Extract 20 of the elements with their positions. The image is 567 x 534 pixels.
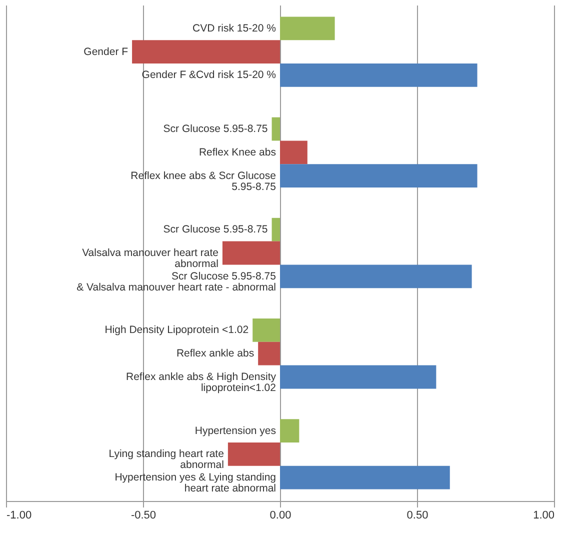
y-tick-label: Hypertension yes [194,424,276,437]
y-tick-label: High Density Lipoprotein <1.02 [104,324,249,336]
y-tick-label: Reflex ankle abs [176,348,254,360]
y-tick-label: Scr Glucose 5.95-8.75 & Valsalva manouver heart rate - abnormal [76,270,276,294]
y-tick-label: Gender F [84,46,128,58]
x-tick-label: -1.00 [6,510,32,522]
y-tick-label: Scr Glucose 5.95-8.75 [163,224,268,236]
y-tick-label: Lying standing heart rate abnormal [108,448,224,472]
x-tick-label: -0.50 [130,510,156,522]
y-tick-label: Reflex ankle abs & High Density lipoprotein<1.02 [126,371,277,394]
y-tick-label: Valsalva manouver heart rate abnormal [82,247,219,270]
y-tick-label: Hypertension yes & Lying standing heart rate abnormal [114,472,276,495]
y-tick-label: Reflex Knee abs [198,146,276,158]
x-tick-label: 0.00 [270,510,292,522]
x-tick-label: 0.50 [406,510,428,522]
y-tick-label: Scr Glucose 5.95-8.75 [163,123,268,135]
y-tick-label: Reflex knee abs & Scr Glucose 5.95-8.75 [130,170,276,193]
x-tick-label: 1.00 [533,510,554,522]
y-tick-label: CVD risk 15-20 % [192,22,276,34]
y-tick-label: Gender F &Cvd risk 15-20 % [142,69,276,82]
